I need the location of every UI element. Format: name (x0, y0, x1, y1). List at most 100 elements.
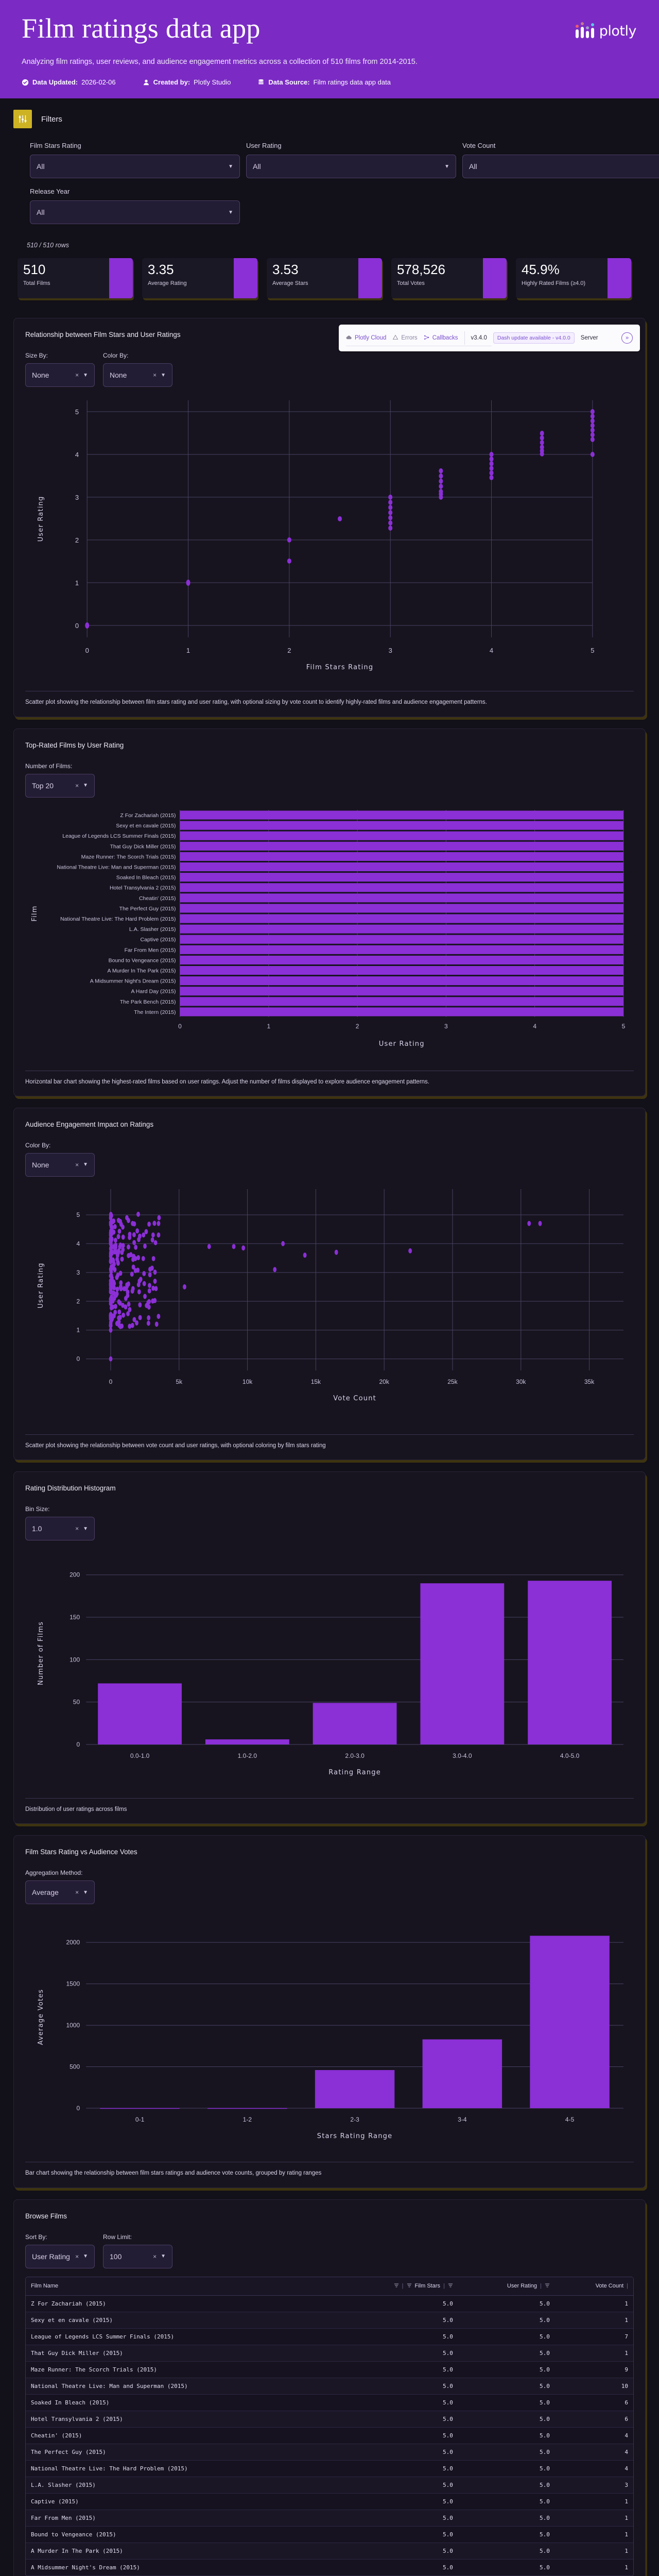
control-label: Aggregation Method: (25, 1869, 83, 1877)
scatter-plot-engagement[interactable]: 0 5k 10k 15k 20k 25k 30k 35k 0 1 2 3 4 5 Vote Count Use… (25, 1185, 634, 1427)
clear-icon[interactable]: × (75, 1161, 79, 1168)
kpi-value: 510 (23, 262, 46, 278)
cell-film-name: Bound to Vengeance (2015) (26, 2526, 331, 2543)
table-row[interactable]: A Murder In The Park (2015) 5.0 5.0 1 (26, 2543, 633, 2560)
chevron-down-icon: ▼ (228, 163, 233, 170)
filter-select-user-rating[interactable]: All ▼ (246, 155, 456, 179)
clear-icon[interactable]: × (153, 371, 157, 379)
col-vote-count[interactable]: Vote Count | (554, 2277, 633, 2296)
control-label: Color By: (25, 1141, 51, 1149)
bar-chart-stars-vs-votes[interactable]: 0 500 1000 1500 2000 0-1 1-2 2-3 3-4 4-5 Stars Rat… (25, 1912, 634, 2155)
sort-by-select[interactable]: User Rating × ▼ (25, 2244, 95, 2268)
sort-icon[interactable] (407, 2283, 412, 2290)
control-label: Size By: (25, 352, 48, 360)
size-by-select[interactable]: None × ▼ (25, 363, 95, 387)
histogram-rating-distribution[interactable]: 0 50 100 150 200 0.0-1.0 1.0-2.0 2.0-3.0 3.0-4.0… (25, 1549, 634, 1791)
filter-user-rating: User Rating All ▼ (246, 142, 456, 179)
devbar-callbacks[interactable]: Callbacks (424, 334, 458, 342)
table-row[interactable]: That Guy Dick Miller (2015) 5.0 5.0 1 (26, 2345, 633, 2362)
dash-dev-toolbar[interactable]: Plotly Cloud Errors Callbacks v3.4.0 Das… (339, 325, 640, 352)
cell-film-name: Maze Runner: The Scorch Trials (2015) (26, 2361, 331, 2378)
table-row[interactable]: L.A. Slasher (2015) 5.0 5.0 3 (26, 2477, 633, 2494)
scatter-plot-stars-vs-user[interactable]: 5 4 3 2 1 0 0 1 2 3 4 5 Film Stars Rating User… (25, 395, 634, 684)
number-of-films-select[interactable]: Top 20 × ▼ (25, 773, 95, 798)
svg-text:1: 1 (76, 1327, 80, 1334)
table-row[interactable]: Soaked In Bleach (2015) 5.0 5.0 6 (26, 2394, 633, 2411)
engagement-color-by-select[interactable]: None × ▼ (25, 1153, 95, 1177)
clear-icon[interactable]: × (75, 371, 79, 379)
filter-select-vote-count[interactable]: All ▼ (462, 155, 659, 179)
kpi-card: 45.9% Highly Rated Films (≥4.0) (516, 258, 631, 299)
col-film-name[interactable]: Film Name (26, 2277, 331, 2296)
devbar-update-pill[interactable]: Dash update available - v4.0.0 (493, 332, 575, 344)
panel-title: Rating Distribution Histogram (25, 1484, 116, 1493)
cell-vote-count: 1 (554, 2345, 633, 2362)
clear-icon[interactable]: × (153, 2252, 157, 2260)
table-row[interactable]: Sexy et en cavale (2015) 5.0 5.0 1 (26, 2312, 633, 2329)
devbar-plotly-cloud[interactable]: Plotly Cloud (346, 334, 386, 342)
table-row[interactable]: Far From Men (2015) 5.0 5.0 1 (26, 2510, 633, 2527)
table-row[interactable]: Hotel Transylvania 2 (2015) 5.0 5.0 6 (26, 2411, 633, 2428)
panel-title: Relationship between Film Stars and User… (25, 331, 181, 339)
chevron-down-icon: ▼ (161, 2253, 166, 2260)
svg-text:User Rating: User Rating (37, 1262, 45, 1308)
kpi-card: 3.35 Average Rating (142, 258, 257, 299)
table-row[interactable]: National Theatre Live: Man and Superman … (26, 2378, 633, 2395)
clear-icon[interactable]: × (75, 2252, 79, 2260)
database-icon (257, 79, 265, 86)
kpi-card: 510 Total Films (18, 258, 133, 299)
scatter-controls: Size By: None × ▼ Color By: None × ▼ (25, 352, 634, 387)
meta-label: Data Source: (268, 78, 310, 87)
cell-film-name: League of Legends LCS Summer Finals (201… (26, 2328, 331, 2345)
svg-text:0: 0 (85, 647, 89, 654)
aggregation-method-select[interactable]: Average × ▼ (25, 1880, 95, 1905)
filter-icon[interactable] (394, 2283, 399, 2290)
clear-icon[interactable]: × (75, 1525, 79, 1533)
clear-icon[interactable]: × (75, 1889, 79, 1896)
devbar-collapse-toggle[interactable]: » (621, 332, 633, 344)
row-limit-select[interactable]: 100 × ▼ (103, 2244, 172, 2268)
svg-text:25k: 25k (447, 1378, 458, 1385)
cell-film-stars: 5.0 (331, 2295, 458, 2312)
table-row[interactable]: Z For Zachariah (2015) 5.0 5.0 1 (26, 2295, 633, 2312)
filter-select-release-year[interactable]: All ▼ (30, 200, 240, 225)
svg-text:Far From Men (2015): Far From Men (2015) (125, 947, 176, 953)
bin-size-select[interactable]: 1.0 × ▼ (25, 1517, 95, 1541)
svg-text:Hotel Transylvania 2 (2015): Hotel Transylvania 2 (2015) (110, 885, 176, 891)
films-table-head: Film Name | Film Stars (26, 2277, 633, 2296)
devbar-server-label[interactable]: Server (580, 335, 598, 342)
control-label: Row Limit: (103, 2233, 132, 2241)
col-film-stars[interactable]: | Film Stars | (331, 2277, 458, 2296)
panel-title: Top-Rated Films by User Rating (25, 741, 124, 749)
table-row[interactable]: A Midsummer Night's Dream (2015) 5.0 5.0 1 (26, 2559, 633, 2576)
table-row[interactable]: Maze Runner: The Scorch Trials (2015) 5.0… (26, 2361, 633, 2378)
svg-text:Average Votes: Average Votes (37, 1989, 45, 2045)
table-row[interactable]: League of Legends LCS Summer Finals (201… (26, 2328, 633, 2345)
filter-icon[interactable] (448, 2283, 453, 2290)
color-by-select[interactable]: None × ▼ (103, 363, 172, 387)
table-row[interactable]: Captive (2015) 5.0 5.0 1 (26, 2493, 633, 2510)
table-row[interactable]: National Theatre Live: The Hard Problem … (26, 2460, 633, 2477)
chevron-down-icon: ▼ (83, 1526, 88, 1532)
chevron-down-icon: ▼ (161, 372, 166, 378)
table-row[interactable]: The Perfect Guy (2015) 5.0 5.0 4 (26, 2444, 633, 2461)
panel-footer: Horizontal bar chart showing the highest… (25, 1070, 634, 1087)
filter-select-film-stars-rating[interactable]: All ▼ (30, 155, 240, 179)
table-row[interactable]: Bound to Vengeance (2015) 5.0 5.0 1 (26, 2526, 633, 2543)
devbar-errors[interactable]: Errors (392, 334, 418, 342)
control-label: Color By: (103, 352, 129, 360)
control-size-by: Size By: None × ▼ (25, 352, 95, 387)
table-row[interactable]: Cheatin' (2015) 5.0 5.0 4 (26, 2427, 633, 2444)
svg-text:1500: 1500 (66, 1980, 80, 1988)
bar-chart-top-films[interactable]: 0 1 2 3 4 5 Z For Zachariah (2015) Sexy et en c… (25, 806, 634, 1063)
kpi-card: 578,526 Total Votes (391, 258, 507, 299)
cell-film-stars: 5.0 (331, 2312, 458, 2329)
filter-value: All (469, 162, 477, 171)
col-label: User Rating (507, 2283, 537, 2290)
filter-icon[interactable] (545, 2283, 550, 2290)
callbacks-graph-icon (424, 334, 430, 342)
devbar-callbacks-label: Callbacks (432, 335, 458, 342)
kpi-value: 45.9% (522, 262, 560, 278)
col-user-rating[interactable]: User Rating | (458, 2277, 555, 2296)
clear-icon[interactable]: × (75, 782, 79, 789)
